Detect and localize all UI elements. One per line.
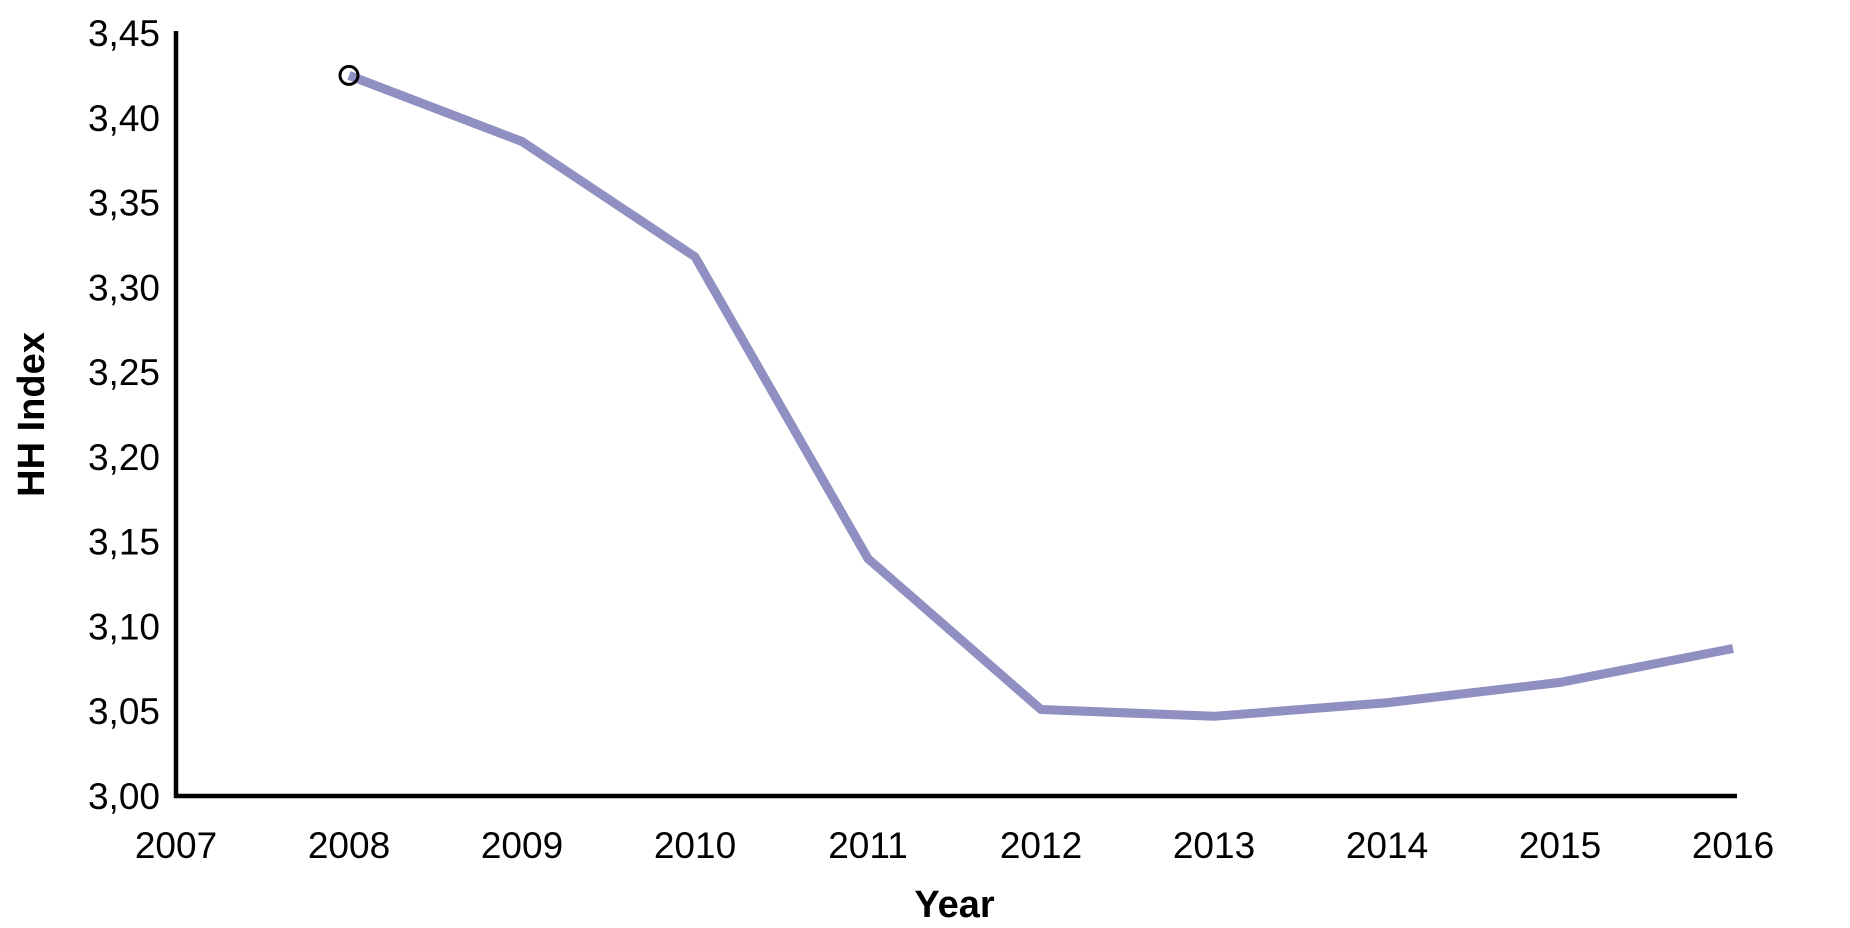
hh-index-series-line bbox=[347, 71, 1734, 721]
x-tick-label: 2016 bbox=[1692, 825, 1774, 866]
y-tick-label: 3,15 bbox=[88, 522, 160, 563]
y-tick-label: 3,45 bbox=[88, 13, 160, 54]
y-tick-label: 3,25 bbox=[88, 352, 160, 393]
x-tick-label: 2011 bbox=[828, 825, 908, 866]
y-tick-label: 3,30 bbox=[88, 267, 160, 308]
y-tick-label: 3,20 bbox=[88, 437, 160, 478]
x-tick-label: 2007 bbox=[135, 825, 217, 866]
y-axis-tick-labels: 3,00 3,05 3,10 3,15 3,20 3,25 3,30 3,35 3,40 3,45 bbox=[88, 13, 160, 817]
x-tick-label: 2009 bbox=[481, 825, 563, 866]
y-tick-label: 3,35 bbox=[88, 183, 160, 224]
y-tick-label: 3,00 bbox=[88, 776, 160, 817]
x-tick-label: 2008 bbox=[308, 825, 390, 866]
y-tick-label: 3,10 bbox=[88, 606, 160, 647]
x-tick-label: 2014 bbox=[1346, 825, 1428, 866]
y-tick-label: 3,40 bbox=[88, 98, 160, 139]
x-axis-title: Year bbox=[914, 884, 995, 926]
y-tick-label: 3,05 bbox=[88, 691, 160, 732]
x-tick-label: 2013 bbox=[1173, 825, 1255, 866]
y-axis-title: HH Index bbox=[11, 332, 53, 497]
x-axis-tick-labels: 2007 2008 2009 2010 2011 2012 2013 2014 2015 2016 bbox=[135, 825, 1774, 866]
x-tick-label: 2015 bbox=[1519, 825, 1601, 866]
x-tick-label: 2010 bbox=[654, 825, 736, 866]
first-point-open-circle-marker bbox=[338, 64, 360, 86]
x-tick-label: 2012 bbox=[1000, 825, 1082, 866]
